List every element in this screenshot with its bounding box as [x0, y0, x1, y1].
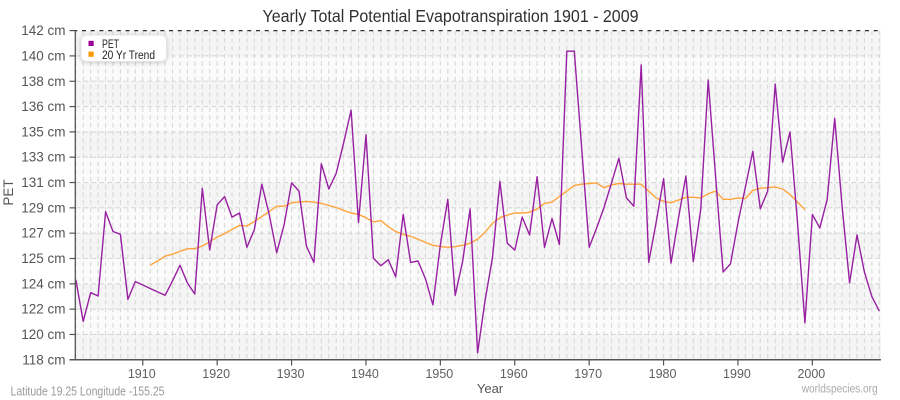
svg-text:1960: 1960 — [500, 367, 528, 381]
svg-text:1990: 1990 — [723, 367, 751, 381]
svg-text:Latitude 19.25 Longitude -155.: Latitude 19.25 Longitude -155.25 — [11, 385, 165, 399]
svg-text:1910: 1910 — [128, 367, 156, 381]
svg-text:1980: 1980 — [649, 367, 677, 381]
svg-text:1920: 1920 — [202, 367, 230, 381]
svg-text:PET: PET — [1, 179, 16, 205]
svg-text:120 cm: 120 cm — [21, 327, 65, 342]
svg-text:133 cm: 133 cm — [21, 150, 65, 165]
svg-text:142 cm: 142 cm — [21, 23, 65, 38]
svg-text:118 cm: 118 cm — [22, 352, 65, 367]
svg-text:131 cm: 131 cm — [21, 175, 65, 190]
svg-text:138 cm: 138 cm — [21, 74, 65, 89]
svg-text:129 cm: 129 cm — [21, 200, 65, 215]
svg-text:135 cm: 135 cm — [21, 124, 65, 139]
svg-text:2000: 2000 — [797, 367, 825, 381]
svg-text:136 cm: 136 cm — [21, 99, 65, 114]
svg-text:124 cm: 124 cm — [21, 276, 65, 291]
svg-text:PET: PET — [102, 39, 119, 51]
svg-text:1950: 1950 — [425, 367, 453, 381]
svg-text:1940: 1940 — [351, 367, 379, 381]
svg-text:1930: 1930 — [277, 367, 305, 381]
svg-text:140 cm: 140 cm — [21, 48, 65, 63]
svg-text:Yearly Total Potential Evapotr: Yearly Total Potential Evapotranspiratio… — [263, 6, 639, 26]
svg-text:125 cm: 125 cm — [21, 251, 65, 266]
svg-text:122 cm: 122 cm — [21, 302, 65, 317]
svg-text:1970: 1970 — [574, 367, 602, 381]
svg-text:127 cm: 127 cm — [21, 226, 65, 241]
svg-text:worldspecies.org: worldspecies.org — [801, 384, 878, 396]
svg-text:Year: Year — [477, 381, 504, 396]
svg-text:20 Yr Trend: 20 Yr Trend — [102, 50, 155, 62]
